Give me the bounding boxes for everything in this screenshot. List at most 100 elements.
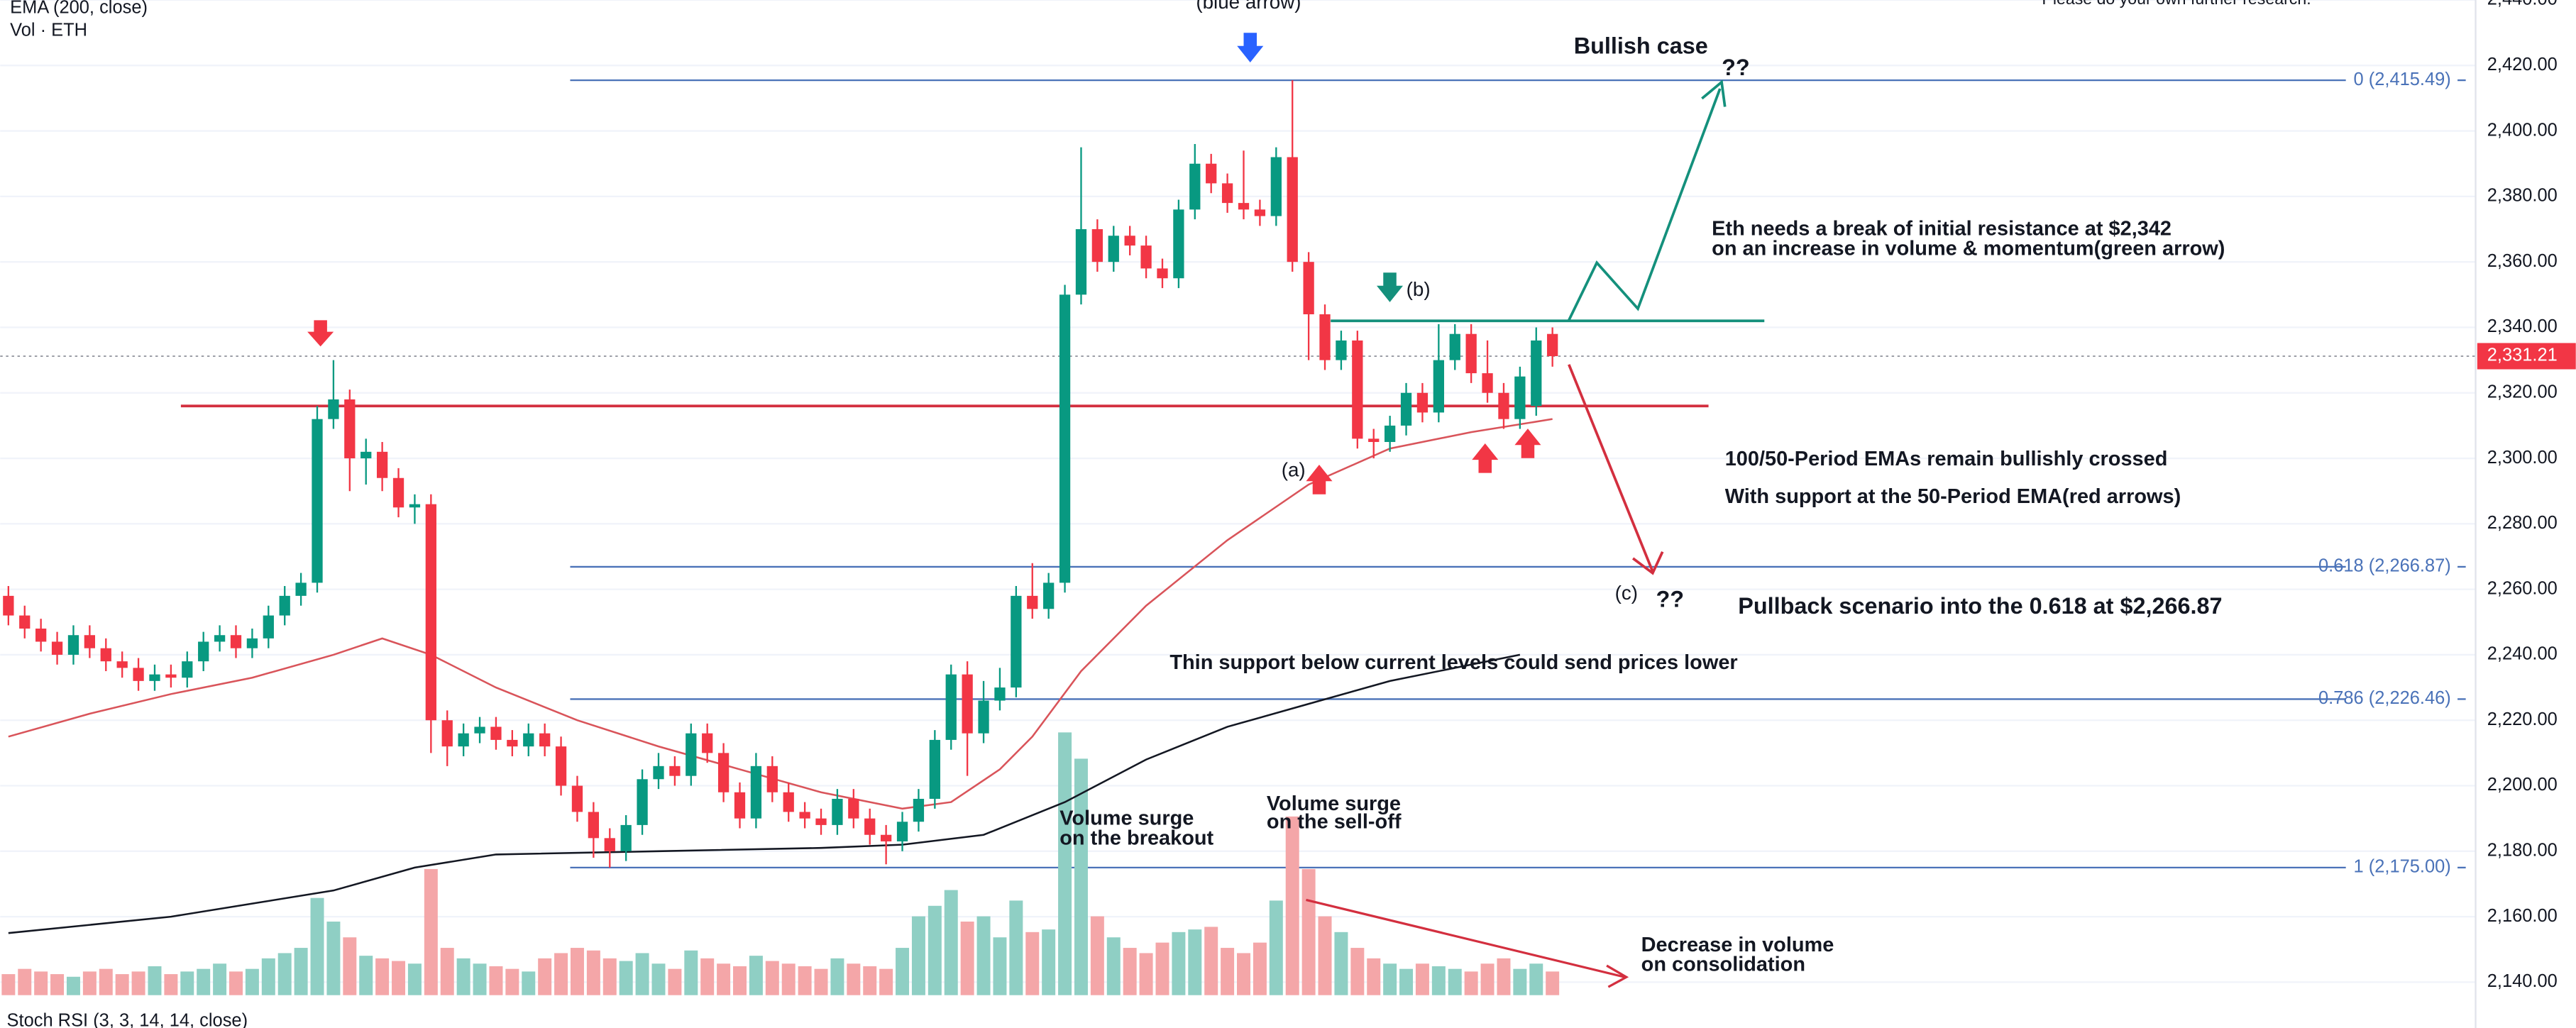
volume-bar (830, 958, 844, 995)
candle-body (994, 687, 1006, 701)
bearish-path (1568, 364, 1654, 573)
volume-bar (392, 961, 406, 995)
candle-body (1287, 157, 1298, 262)
volume-bar (1269, 900, 1283, 995)
down-arrow (1376, 272, 1404, 302)
volume-bar (1123, 948, 1137, 995)
volume-bar (229, 971, 243, 995)
volume-bar (1464, 971, 1478, 995)
volume-bar (976, 916, 991, 995)
annotation: (a) (1282, 459, 1306, 481)
volume-bar (1480, 963, 1495, 995)
candle-body (67, 635, 79, 655)
volume-bar (277, 953, 292, 995)
volume-bar (131, 971, 145, 995)
candle-body (392, 477, 404, 508)
candle-body (1352, 340, 1363, 439)
candle-body (962, 674, 973, 734)
candle-body (133, 668, 144, 681)
candle-body (1254, 209, 1266, 216)
candle-body (1336, 340, 1347, 360)
up-arrow (1472, 443, 1499, 473)
volume-bar (1042, 929, 1056, 995)
volume-bar (375, 958, 390, 995)
bullish-path (1568, 88, 1722, 321)
candle-body (35, 629, 47, 642)
candle-body (1043, 582, 1055, 609)
annotation: (b) (1407, 278, 1431, 300)
candle-body (815, 818, 827, 825)
y-tick-label: 2,140.00 (2487, 971, 2558, 991)
y-tick-label: 2,280.00 (2487, 513, 2558, 533)
y-tick-label: 2,220.00 (2487, 709, 2558, 729)
candle-body (441, 720, 453, 747)
y-tick-label: 2,240.00 (2487, 644, 2558, 664)
candle-body (978, 700, 989, 734)
annotation: Pullback scenario into the 0.618 at $2,2… (1738, 593, 2222, 619)
candle-body (360, 451, 372, 459)
y-tick-label: 2,180.00 (2487, 841, 2558, 861)
volume-bar (1448, 968, 1462, 995)
annotation: 100/50-Period EMAs remain bullishly cros… (1725, 448, 2168, 470)
candle-body (555, 746, 567, 786)
candle-body (376, 451, 388, 478)
candle-body (1140, 245, 1152, 269)
volume-bar (928, 905, 942, 995)
volume-bar (1431, 966, 1446, 995)
volume-bar (879, 968, 893, 995)
volume-bar (66, 976, 80, 995)
volume-bar (213, 963, 227, 995)
legend-line: EMA (200, close) (10, 0, 148, 17)
candle-body (913, 798, 925, 822)
volume-bar (781, 963, 796, 995)
candle-body (1157, 268, 1168, 279)
candle-body (1091, 229, 1103, 262)
volume-bar (294, 948, 308, 995)
annotation: Please do your own further research. (2042, 0, 2311, 8)
volume-bar (440, 948, 454, 995)
volume-bar (180, 971, 194, 995)
volume-bar (1139, 953, 1153, 995)
candle-body (409, 504, 421, 508)
annotation: on consolidation (1641, 954, 1805, 976)
annotation: Eth needs a break of initial resistance … (1712, 218, 2172, 241)
volume-bar (1009, 900, 1023, 995)
volume-bar (1, 974, 16, 995)
candle-body (246, 638, 258, 648)
volume-bar (1546, 971, 1560, 995)
candle-body (766, 766, 778, 792)
volume-bar (749, 956, 763, 995)
candle-body (182, 661, 193, 678)
volume-bar (1529, 963, 1543, 995)
volume-bar (798, 966, 812, 995)
volume-bar (993, 937, 1007, 995)
candle-body (312, 419, 323, 583)
candle-body (832, 798, 843, 825)
up-arrow (1514, 429, 1541, 458)
candle-body (1270, 157, 1282, 216)
candle-body (571, 785, 583, 812)
volume-bar (570, 948, 584, 995)
volume-bar (863, 966, 877, 995)
volume-bar (554, 953, 568, 995)
volume-bar (1513, 968, 1527, 995)
candle-body (1059, 294, 1071, 583)
candle-body (1531, 340, 1542, 407)
y-tick-label: 2,300.00 (2487, 448, 2558, 468)
candle-body (198, 641, 209, 662)
volume-bar (717, 963, 731, 995)
candle-body (507, 739, 518, 747)
candle-body (929, 739, 940, 799)
y-tick-label: 2,360.00 (2487, 251, 2558, 271)
candle-body (295, 582, 307, 596)
volume-bar (50, 974, 65, 995)
y-tick-label: 2,320.00 (2487, 382, 2558, 402)
candle-body (1384, 425, 1396, 442)
volume-bar (1074, 758, 1088, 995)
volume-bar (635, 953, 649, 995)
candle-body (51, 641, 63, 655)
annotation: Thin support below current levels could … (1169, 651, 1737, 674)
volume-bar (651, 963, 666, 995)
candle-body (799, 812, 810, 819)
candle-body (783, 792, 794, 812)
